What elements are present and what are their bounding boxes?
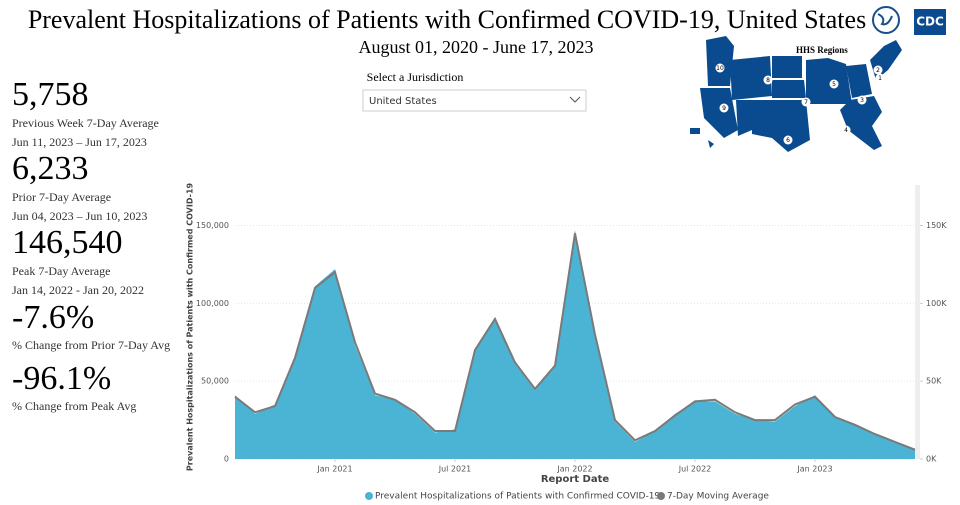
x-tick-label: Jul 2022 — [678, 465, 712, 474]
kpi-dates: Jan 14, 2022 - Jan 20, 2022 — [12, 283, 144, 297]
y2-tick-label: 150K — [926, 221, 947, 230]
region-label: 9 — [722, 105, 726, 112]
x-tick-label: Jul 2021 — [438, 465, 472, 474]
kpi-value: -7.6% — [12, 299, 94, 336]
region-marker — [719, 103, 729, 113]
dropdown-box[interactable] — [362, 89, 587, 112]
kpi-value: 146,540 — [12, 224, 123, 261]
y-axis-title: Prevalent Hospitalizations of Patients w… — [186, 182, 195, 471]
kpi-dates: Jun 04, 2023 – Jun 10, 2023 — [12, 209, 147, 223]
kpi-value: -96.1% — [12, 360, 111, 397]
region-marker — [829, 79, 839, 89]
region-label: 5 — [832, 81, 836, 88]
title: Prevalent Hospitalizations of Patients w… — [28, 5, 866, 34]
region-label: 10 — [716, 65, 724, 72]
x-axis-title: Report Date — [541, 474, 610, 485]
y-tick-label: 100,000 — [196, 299, 229, 308]
region-label: 7 — [804, 99, 808, 106]
x-tick-label: Jan 2023 — [796, 465, 832, 474]
legend-marker — [657, 492, 665, 500]
legend-label: Prevalent Hospitalizations of Patients w… — [375, 492, 660, 502]
area — [235, 230, 915, 459]
dropdown-value[interactable]: United States — [369, 96, 437, 107]
y2-tick-label: 0K — [926, 455, 937, 464]
kpi-label: Previous Week 7-Day Average — [12, 116, 159, 130]
x-tick-label: Jan 2022 — [556, 465, 592, 474]
region-marker — [841, 125, 851, 135]
region-marker — [715, 63, 725, 73]
legend-marker — [365, 492, 373, 500]
y-tick-label: 50,000 — [201, 377, 229, 386]
y2-tick-label: 50K — [926, 377, 942, 386]
y2-tick-label: 100K — [926, 299, 947, 308]
region-label: 8 — [766, 77, 770, 84]
region-label: 2 — [876, 67, 880, 74]
region-label: 4 — [844, 127, 848, 134]
kpi-label: Prior 7-Day Average — [12, 190, 111, 204]
region-label: 3 — [860, 97, 864, 104]
kpi-value: 5,758 — [12, 76, 89, 113]
dropdown-arrow[interactable] — [569, 96, 581, 103]
kpi-dates: Jun 11, 2023 – Jun 17, 2023 — [12, 135, 147, 149]
kpi-label: % Change from Peak Avg — [12, 399, 136, 413]
region-marker — [875, 73, 885, 83]
jurisdiction-dropdown[interactable]: United States — [362, 89, 587, 112]
y-tick-label: 150,000 — [196, 221, 229, 230]
region-marker — [857, 95, 867, 105]
region-label: 6 — [786, 137, 790, 144]
filter-label: Select a Jurisdiction — [367, 70, 464, 84]
x-tick-label: Jan 2021 — [316, 465, 352, 474]
kpi-label: % Change from Prior 7-Day Avg — [12, 338, 170, 352]
scroll-track — [915, 185, 920, 459]
cdc-logo — [914, 9, 946, 35]
legend-label: 7-Day Moving Average — [667, 492, 769, 502]
region-marker — [783, 135, 793, 145]
y-tick-label: 0 — [224, 455, 229, 464]
line — [234, 233, 916, 451]
subtitle: August 01, 2020 - June 17, 2023 — [359, 37, 594, 57]
kpi-value: 6,233 — [12, 150, 89, 187]
map-title: HHS Regions — [796, 45, 848, 55]
hhs-logo — [872, 6, 900, 34]
region-marker — [873, 65, 883, 75]
region-label: 1 — [878, 75, 882, 82]
cdc-logo-text: CDC — [916, 15, 944, 29]
region-marker — [763, 75, 773, 85]
region-marker — [801, 97, 811, 107]
kpi-label: Peak 7-Day Average — [12, 264, 110, 278]
